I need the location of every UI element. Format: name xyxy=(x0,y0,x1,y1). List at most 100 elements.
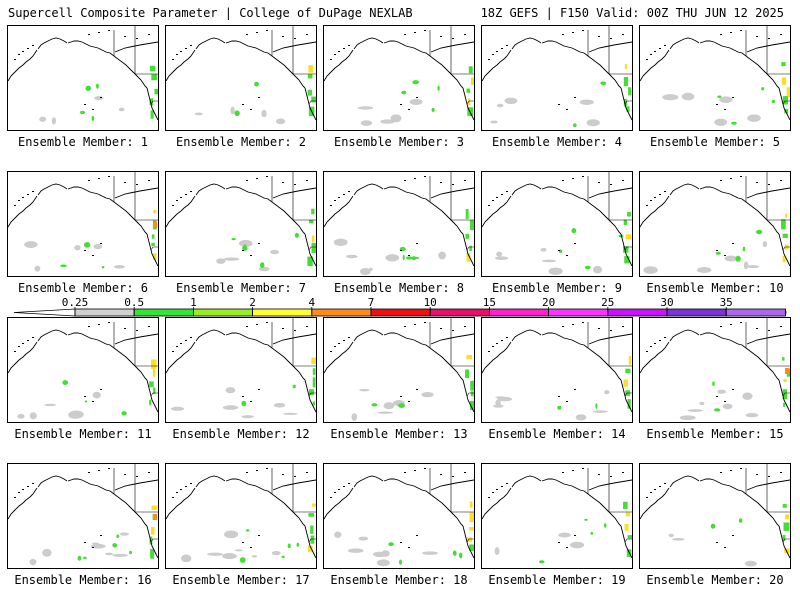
island xyxy=(185,194,187,195)
scp-shade xyxy=(623,219,628,225)
coastline xyxy=(324,195,354,228)
island xyxy=(654,197,656,198)
island xyxy=(266,322,268,323)
low-value-shade xyxy=(170,406,185,411)
low-value-shade xyxy=(681,92,695,101)
island xyxy=(756,182,758,183)
island xyxy=(100,389,102,390)
colorbar-segment xyxy=(74,308,135,317)
map-graphic xyxy=(324,172,474,276)
island xyxy=(664,337,666,338)
low-value-shade xyxy=(222,405,239,410)
scp-shade xyxy=(312,401,316,406)
coastline xyxy=(195,329,226,342)
scp-shade xyxy=(783,378,787,382)
coastline xyxy=(588,41,632,53)
coastline xyxy=(324,487,354,520)
scp-shade xyxy=(241,400,247,407)
map-graphic xyxy=(324,464,474,567)
scp-shade xyxy=(756,229,763,235)
island xyxy=(185,486,187,487)
coastline xyxy=(353,183,384,196)
low-value-shade xyxy=(668,533,674,538)
colorbar-segment xyxy=(429,308,490,317)
island xyxy=(92,547,94,548)
low-value-shade xyxy=(29,412,37,420)
island xyxy=(400,542,402,543)
ensemble-map-panel xyxy=(165,463,317,569)
scp-shade xyxy=(623,76,629,87)
low-value-shade xyxy=(422,551,439,555)
low-value-shade xyxy=(359,268,371,276)
scp-shade xyxy=(469,220,474,231)
coastline xyxy=(195,183,226,196)
island xyxy=(506,483,508,484)
ensemble-map-panel xyxy=(7,25,159,131)
low-value-shade xyxy=(373,551,386,558)
island xyxy=(488,59,490,60)
map-graphic xyxy=(8,464,158,566)
low-value-shade xyxy=(34,265,41,272)
island xyxy=(343,48,345,49)
low-value-shade xyxy=(238,239,253,247)
scp-shade xyxy=(79,110,86,115)
island xyxy=(185,340,187,341)
coastline xyxy=(541,186,573,195)
coastline xyxy=(746,187,790,199)
island xyxy=(780,472,782,473)
scp-shade xyxy=(296,542,300,547)
island xyxy=(256,178,258,179)
island xyxy=(582,322,584,323)
island xyxy=(124,328,126,329)
island xyxy=(176,492,178,493)
island xyxy=(416,243,418,244)
scp-shade xyxy=(590,531,594,535)
island xyxy=(408,255,410,256)
island xyxy=(330,351,332,352)
ensemble-map-panel xyxy=(481,25,633,131)
island xyxy=(488,351,490,352)
scp-shade xyxy=(782,504,787,508)
scp-shade xyxy=(307,89,312,96)
island xyxy=(424,468,426,469)
island xyxy=(724,547,726,548)
island xyxy=(408,547,410,548)
island xyxy=(250,547,252,548)
island xyxy=(650,54,652,55)
scp-shade xyxy=(150,110,154,119)
island xyxy=(246,326,248,327)
low-value-shade xyxy=(51,117,57,125)
border-line xyxy=(308,100,316,105)
low-value-shade xyxy=(181,554,192,563)
ensemble-member-caption: Ensemble Member: 3 xyxy=(333,135,465,149)
ensemble-map-panel xyxy=(639,171,791,277)
scp-shade xyxy=(735,255,741,262)
coastline xyxy=(746,41,790,53)
island xyxy=(464,34,466,35)
scp-shade xyxy=(234,110,240,117)
scp-shade xyxy=(150,359,157,369)
coastline xyxy=(669,37,700,50)
island xyxy=(100,535,102,536)
island xyxy=(730,324,732,325)
coastline xyxy=(114,41,158,53)
island xyxy=(414,32,416,33)
scp-shade xyxy=(470,380,474,391)
island xyxy=(256,470,258,471)
island xyxy=(424,30,426,31)
scp-shade xyxy=(153,387,156,395)
island xyxy=(176,54,178,55)
scp-shade xyxy=(781,219,786,230)
ensemble-map-panel xyxy=(323,25,475,131)
island xyxy=(610,330,612,331)
island xyxy=(452,184,454,185)
island xyxy=(136,330,138,331)
island xyxy=(582,176,584,177)
island xyxy=(416,97,418,98)
island xyxy=(582,468,584,469)
ensemble-map-panel xyxy=(7,463,159,569)
coastline xyxy=(37,329,68,342)
low-value-shade xyxy=(592,410,608,413)
island xyxy=(574,243,576,244)
coastline xyxy=(97,193,148,235)
